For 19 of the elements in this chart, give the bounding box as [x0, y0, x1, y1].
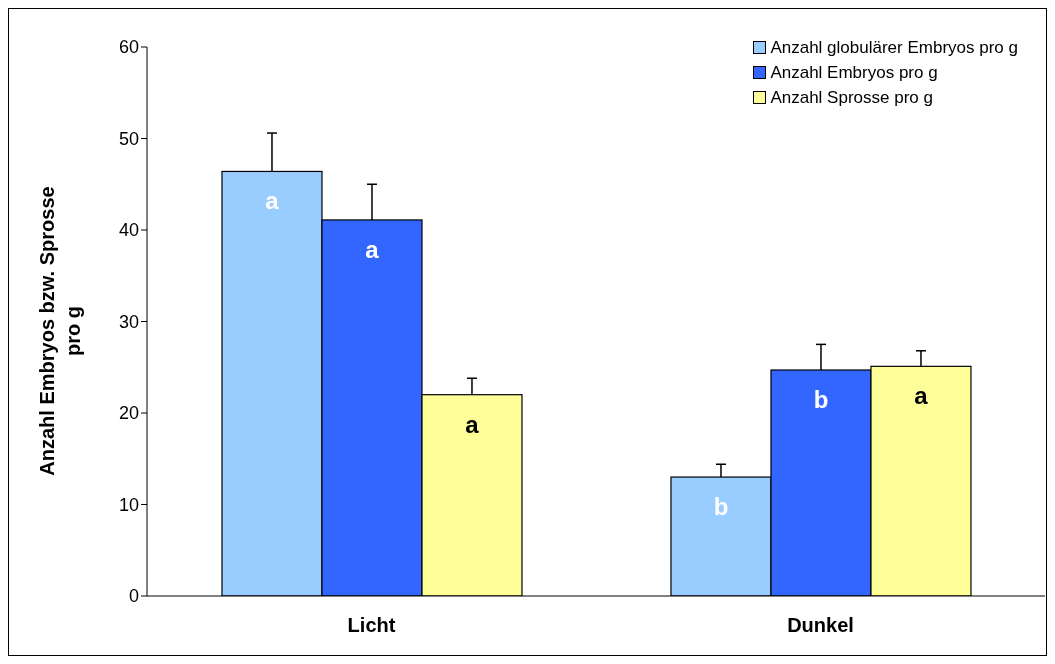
y-tick-label: 50	[118, 128, 139, 149]
data-label: b	[713, 493, 729, 521]
y-axis-title: Anzahl Embryos bzw. Sprosse pro g	[35, 185, 85, 478]
data-label: a	[465, 410, 480, 438]
legend-label: Anzahl Embryos pro g	[770, 62, 938, 83]
legend-label: Anzahl globulärer Embryos pro g	[770, 37, 1018, 58]
x-tick-label: Dunkel	[787, 614, 854, 637]
data-label: a	[914, 382, 929, 410]
y-tick-label: 10	[118, 494, 139, 515]
y-tick-label: 30	[118, 311, 139, 332]
legend-label: Anzahl Sprosse pro g	[770, 87, 933, 108]
data-label: a	[265, 187, 280, 215]
y-tick-label: 20	[118, 403, 139, 424]
y-tick-label: 0	[128, 586, 139, 607]
y-tick-label: 60	[118, 37, 139, 58]
data-label: b	[813, 385, 829, 413]
y-tick-label: 40	[118, 220, 139, 241]
data-label: a	[365, 235, 380, 263]
x-tick-label: Licht	[347, 614, 396, 637]
